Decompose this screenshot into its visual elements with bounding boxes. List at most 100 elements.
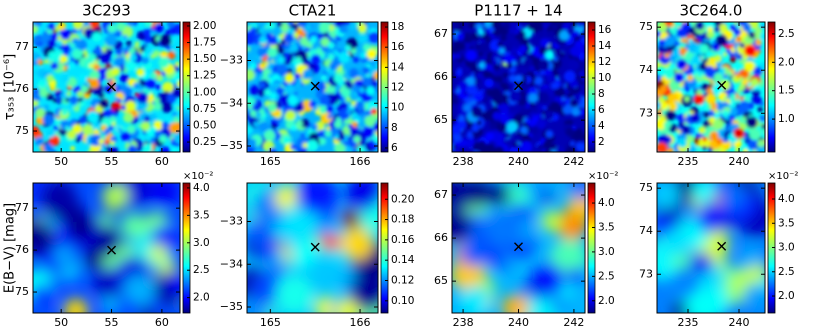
heatmap-cell (551, 23, 558, 30)
heatmap-cell (465, 60, 473, 68)
heatmap-cell (100, 293, 121, 313)
heatmap-cell (247, 138, 257, 148)
heatmap-cell (75, 137, 80, 143)
heatmap-cell (282, 81, 289, 87)
colorbar-tick-label: 1.00 (193, 86, 216, 98)
heatmap-cell (268, 22, 276, 30)
heatmap-cell (171, 111, 178, 118)
heatmap-cell (176, 80, 180, 87)
heatmap-cell (512, 61, 517, 66)
heatmap-cell (471, 106, 483, 118)
heatmap-cell (104, 127, 111, 135)
heatmap-cell (565, 146, 576, 152)
heatmap-cell (247, 68, 255, 81)
heatmap-cell (317, 129, 326, 138)
heatmap-cell (70, 42, 75, 48)
heatmap-cell (727, 71, 733, 77)
heatmap-cell (284, 73, 295, 83)
heatmap-cell (171, 146, 179, 152)
y-tick-label: 75 (15, 285, 29, 298)
heatmap-cell (506, 62, 513, 69)
heatmap-cell (61, 44, 71, 54)
heatmap-cell (132, 82, 140, 89)
heatmap-cell (287, 22, 294, 27)
heatmap-cell (565, 127, 575, 137)
heatmap-cell (509, 146, 521, 152)
heatmap-cell (538, 46, 547, 55)
heatmap-texture (247, 183, 378, 313)
heatmap-cell (688, 38, 693, 44)
heatmap-cell (353, 135, 361, 143)
heatmap-cell (479, 41, 490, 53)
y-tick-label: −33 (220, 214, 243, 227)
heatmap-cell (577, 22, 583, 28)
heatmap-cell (681, 22, 691, 32)
heatmap-cell (664, 35, 676, 47)
heatmap-cell (277, 22, 283, 27)
heatmap-cell (253, 121, 260, 128)
heatmap-cell (82, 124, 94, 136)
x-tick-label: 242 (563, 155, 584, 168)
heatmap-cell (295, 93, 303, 101)
heatmap-cell (580, 109, 585, 116)
heatmap-cell (167, 51, 176, 60)
heatmap-cell (172, 87, 180, 98)
heatmap-texture (247, 22, 378, 152)
colorbar-tick-label: 8 (391, 122, 398, 134)
heatmap-cell (695, 22, 705, 31)
heatmap-cell (339, 25, 348, 34)
heatmap-cell (570, 45, 581, 57)
heatmap-cell (571, 107, 580, 117)
heatmap-cell (520, 140, 533, 152)
heatmap-cell (759, 114, 765, 122)
heatmap-cell (721, 139, 732, 150)
heatmap-cell (43, 143, 54, 152)
colorbar-tick-label: 4 (598, 120, 605, 132)
heatmap-cell (148, 113, 158, 123)
colorbar-tick-label: 10 (598, 72, 611, 84)
heatmap-cell (351, 84, 359, 92)
heatmap-cell (472, 142, 483, 152)
heatmap-cell (168, 275, 180, 295)
heatmap-cell (502, 294, 529, 313)
heatmap-cell (657, 61, 661, 69)
x-tick-label: 50 (54, 316, 68, 329)
heatmap-cell (143, 46, 153, 55)
heatmap-cell (89, 43, 96, 50)
heatmap-cell (493, 146, 505, 152)
heatmap-cell (53, 125, 59, 131)
heatmap-cell (540, 38, 550, 48)
y-tick-label: 73 (639, 106, 653, 119)
heatmap-cell (120, 64, 125, 69)
heatmap-cell (249, 62, 257, 70)
heatmap-cell (108, 125, 114, 131)
heatmap-cell (514, 74, 523, 83)
heatmap-cell (528, 93, 538, 104)
heatmap-cell (657, 30, 661, 38)
colorbar-tick-label: 3.5 (778, 217, 795, 229)
heatmap-cell (142, 143, 153, 152)
heatmap-cell (283, 33, 294, 44)
heatmap-cell (500, 34, 507, 42)
heatmap-cell (134, 92, 139, 97)
heatmap-cell (71, 28, 78, 35)
heatmap-cell (369, 60, 375, 66)
heatmap-cell (760, 24, 765, 29)
heatmap-cell (126, 124, 136, 134)
heatmap-cell (319, 94, 330, 106)
heatmap-cell (264, 89, 271, 96)
heatmap-cell (484, 78, 494, 88)
heatmap-cell (324, 130, 332, 137)
heatmap-cell (144, 22, 153, 28)
plot-frame (246, 21, 379, 153)
heatmap-cell (465, 139, 474, 147)
target-marker (514, 81, 523, 91)
heatmap-cell (153, 102, 162, 111)
x-tick-label: 165 (260, 155, 281, 168)
heatmap-cell (456, 69, 463, 76)
heatmap-cell (567, 59, 580, 71)
heatmap-cell (544, 148, 552, 152)
heatmap-cell (516, 61, 522, 67)
heatmap-cell (537, 91, 550, 104)
y-tick-label: 75 (639, 20, 653, 33)
